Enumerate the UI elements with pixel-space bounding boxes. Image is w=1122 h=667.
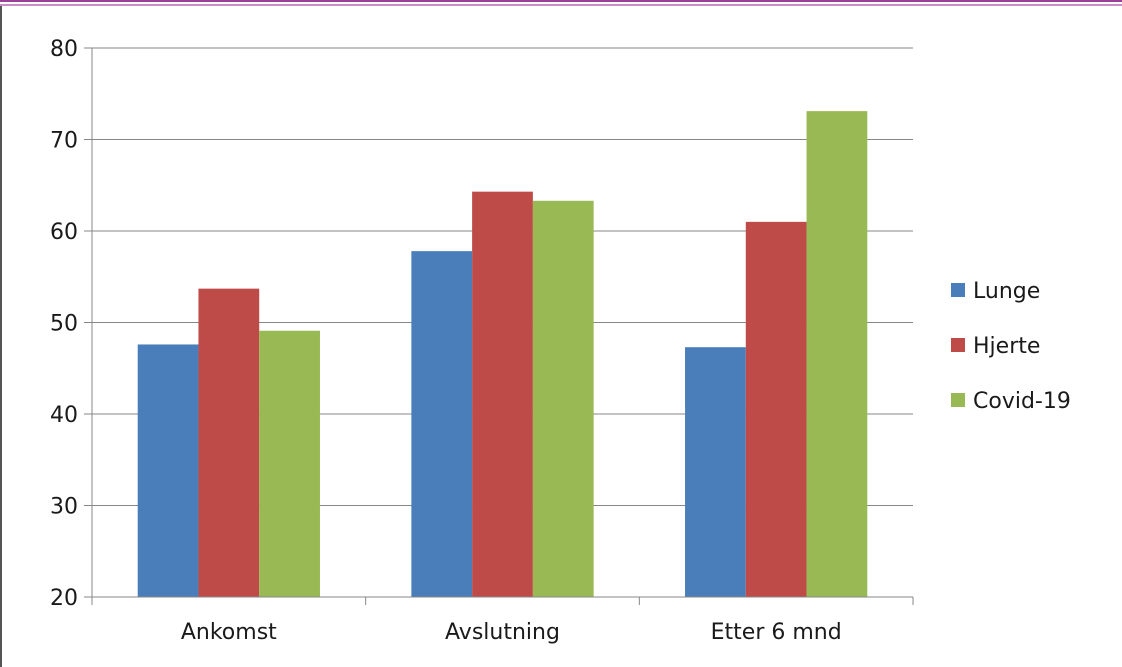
axes [84, 47, 914, 605]
bar-lunge-3 [685, 347, 746, 597]
x-category-label: Etter 6 mnd [711, 620, 842, 645]
y-tick-label: 30 [50, 495, 78, 520]
bar-hjerte-1 [198, 288, 260, 597]
legend: Lunge Hjerte Covid-19 [951, 279, 1071, 414]
y-tick-label: 80 [50, 37, 78, 62]
top-border-decoration [0, 0, 1122, 7]
bar-covid-19-3 [806, 111, 868, 597]
x-category-label: Avslutning [445, 620, 560, 645]
y-tick-label: 20 [50, 586, 78, 611]
bar-lunge-1 [137, 344, 199, 597]
legend-swatch-hjerte [951, 338, 965, 352]
y-tick-labels: 20 30 40 50 60 70 80 [50, 37, 78, 611]
bars [137, 111, 868, 597]
y-tick-label: 70 [50, 129, 78, 154]
legend-label-covid-19: Covid-19 [973, 389, 1071, 414]
bar-lunge-2 [411, 251, 473, 597]
x-category-labels: Ankomst Avslutning Etter 6 mnd [181, 620, 842, 645]
legend-label-lunge: Lunge [973, 279, 1040, 304]
legend-swatch-lunge [951, 283, 965, 297]
y-tick-label: 40 [50, 403, 78, 428]
bar-covid-19-2 [532, 200, 594, 597]
y-tick-label: 50 [50, 312, 78, 337]
legend-label-hjerte: Hjerte [973, 334, 1040, 359]
x-category-label: Ankomst [181, 620, 277, 645]
y-tick-label: 60 [50, 220, 78, 245]
bar-covid-19-1 [259, 330, 320, 597]
bar-hjerte-3 [745, 221, 807, 597]
bar-hjerte-2 [472, 191, 533, 597]
legend-swatch-covid-19 [951, 393, 965, 407]
